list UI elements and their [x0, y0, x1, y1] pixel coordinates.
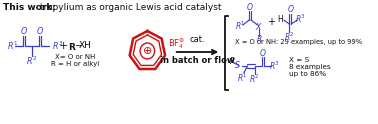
Text: X: X — [256, 24, 261, 32]
Text: X= O or NH: X= O or NH — [55, 54, 96, 60]
Text: +: + — [267, 17, 275, 27]
Text: $R^3$: $R^3$ — [295, 13, 306, 25]
Text: O: O — [287, 5, 293, 15]
Text: R = H or alkyl: R = H or alkyl — [51, 61, 100, 67]
Text: $R^3$: $R^3$ — [52, 40, 63, 52]
Text: This work:: This work: — [3, 3, 56, 12]
Text: $R^2$: $R^2$ — [249, 73, 260, 85]
Text: BF$_4^{\ominus}$: BF$_4^{\ominus}$ — [168, 38, 185, 52]
Text: O: O — [37, 28, 43, 36]
Text: X = S: X = S — [289, 57, 310, 63]
Text: in batch or flow: in batch or flow — [160, 56, 235, 65]
Text: $R^1$: $R^1$ — [237, 72, 248, 84]
Text: R: R — [229, 58, 235, 66]
Text: $R^1$: $R^1$ — [7, 40, 19, 52]
Text: S: S — [235, 62, 240, 71]
Text: X = O or NH: 29 examples, up to 99%: X = O or NH: 29 examples, up to 99% — [235, 39, 362, 45]
Text: $\mathbf{R}$: $\mathbf{R}$ — [68, 41, 77, 51]
Text: O: O — [20, 28, 27, 36]
Text: XH: XH — [79, 42, 92, 50]
Text: O: O — [247, 2, 253, 12]
Text: $\oplus$: $\oplus$ — [142, 46, 153, 57]
Text: $R^2$: $R^2$ — [26, 55, 37, 67]
Text: tropylium as organic Lewis acid catalyst: tropylium as organic Lewis acid catalyst — [37, 3, 222, 12]
Text: $R^1$: $R^1$ — [235, 20, 246, 32]
Text: +: + — [59, 41, 68, 51]
Text: $R^2$: $R^2$ — [284, 31, 295, 43]
Text: O: O — [260, 48, 266, 58]
Text: H: H — [277, 16, 283, 25]
Text: up to 86%: up to 86% — [289, 71, 327, 77]
Text: cat.: cat. — [190, 35, 205, 44]
Text: R: R — [257, 35, 262, 45]
Text: $R^3$: $R^3$ — [269, 60, 280, 72]
Text: 8 examples: 8 examples — [289, 64, 331, 70]
Text: −: − — [75, 41, 83, 51]
